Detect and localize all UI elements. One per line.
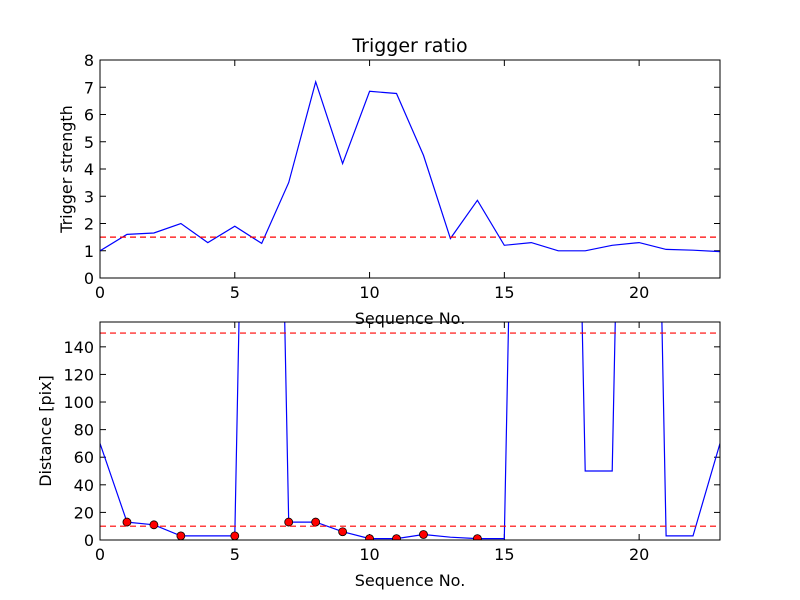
x-tick-label: 20: [629, 545, 649, 564]
x-tick-label: 15: [494, 545, 514, 564]
tick-group: 0 5 10 15 20 0 20 40 60 80 100 120 140: [63, 322, 720, 564]
x-axis-label: Sequence No.: [355, 309, 466, 328]
y-axis-label: Trigger strength: [57, 105, 76, 234]
y-tick-label: 120: [63, 365, 94, 384]
x-tick-label: 0: [95, 283, 105, 302]
x-axis-label: Sequence No.: [355, 571, 466, 590]
plot-area: [100, 79, 720, 253]
series-line: [100, 79, 720, 253]
tick-group: 0 5 10 15 20 0 1 2 3 4 5 6 7 8: [84, 51, 720, 302]
data-point: [122, 517, 132, 527]
chart-title: Trigger ratio: [351, 35, 467, 57]
axes-frame: [99, 321, 721, 541]
data-point: [284, 517, 294, 527]
y-tick-label: 0: [84, 531, 94, 550]
y-tick-label: 6: [84, 106, 94, 125]
y-tick-label: 2: [84, 215, 94, 234]
trigger-ratio-chart: Trigger ratio 0 5 10 15 20 0 1 2 3 4 5 6 7 8 Sequence…: [57, 35, 721, 328]
x-tick-label: 15: [494, 283, 514, 302]
series-line: [100, 322, 720, 540]
y-tick-label: 140: [63, 338, 94, 357]
y-tick-label: 100: [63, 393, 94, 412]
y-tick-label: 8: [84, 51, 94, 70]
y-tick-label: 80: [74, 421, 94, 440]
y-tick-label: 40: [74, 476, 94, 495]
x-tick-label: 10: [359, 283, 379, 302]
y-axis-label: Distance [pix]: [36, 375, 55, 487]
y-tick-label: 7: [84, 78, 94, 97]
data-point: [365, 534, 374, 540]
y-tick-label: 20: [74, 503, 94, 522]
data-point: [419, 530, 428, 539]
y-tick-label: 0: [84, 269, 94, 288]
x-tick-label: 0: [95, 545, 105, 564]
data-point: [472, 534, 482, 540]
data-point: [338, 527, 348, 537]
x-tick-label: 20: [629, 283, 649, 302]
y-tick-label: 1: [84, 242, 94, 261]
y-tick-label: 4: [84, 160, 94, 179]
y-tick-label: 3: [84, 187, 94, 206]
y-tick-label: 60: [74, 448, 94, 467]
y-tick-label: 5: [84, 133, 94, 152]
axes-frame: [99, 59, 721, 279]
x-tick-label: 5: [230, 545, 240, 564]
data-point: [149, 520, 159, 530]
x-tick-label: 10: [359, 545, 379, 564]
x-tick-label: 5: [230, 283, 240, 302]
data-point: [392, 534, 401, 540]
